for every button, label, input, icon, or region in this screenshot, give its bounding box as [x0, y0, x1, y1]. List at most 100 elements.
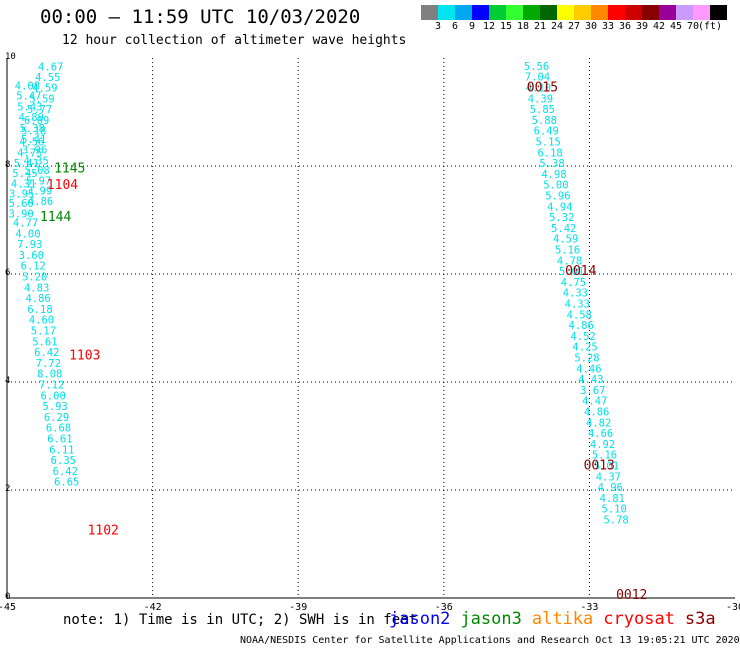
scale-label: 21: [533, 21, 547, 32]
wave-height-label: 7.04: [525, 72, 550, 84]
wave-height-label: 4.92: [590, 439, 615, 451]
wave-height-label: 5.41: [14, 158, 39, 170]
y-tick-label: 4: [5, 376, 11, 386]
scale-swatch: [608, 5, 625, 20]
wave-height-label: 4.10: [526, 82, 551, 94]
y-tick-label: 10: [5, 52, 16, 62]
scale-swatch: [659, 5, 676, 20]
color-scale: [421, 5, 727, 20]
wave-height-label: 4.86: [28, 196, 53, 208]
wave-height-label: 5.10: [602, 504, 627, 516]
footer-credit: NOAA/NESDIS Center for Satellite Applica…: [240, 635, 740, 646]
wave-height-label: 3.67: [580, 385, 605, 397]
scale-label: 12: [482, 21, 496, 32]
wave-height-label: 4.59: [553, 234, 578, 246]
wave-height-label: 5.45: [12, 168, 37, 180]
wave-height-label: 4.33: [565, 298, 590, 310]
time-labels: 1145 1104 1144 1103 1102 0015 0014 0013 0012: [40, 80, 647, 603]
wave-height-label: 3.60: [19, 250, 44, 262]
legend-item-jason3: jason3: [460, 609, 522, 629]
wave-height-label: 3.95: [9, 188, 34, 200]
wave-height-label: 5.59: [29, 93, 54, 105]
wave-height-label: 5.01: [559, 266, 584, 278]
wave-height-label: 6.00: [40, 390, 65, 402]
scale-label: 70: [686, 21, 700, 32]
wave-height-label: 4.67: [38, 61, 63, 73]
wave-height-label: 4.58: [567, 309, 592, 321]
wave-height-label: 4.56: [19, 136, 44, 148]
x-tick-label: -45: [0, 602, 17, 613]
wave-height-label: 5.77: [27, 104, 52, 116]
scale-label: (ft): [697, 21, 723, 32]
scale-swatch: [472, 5, 489, 20]
wave-height-label: 5.93: [42, 401, 67, 413]
time-label: 1103: [69, 348, 100, 363]
wave-height-label: 5.38: [20, 123, 45, 135]
wave-height-label: 7.93: [17, 239, 42, 251]
scale-label: 36: [618, 21, 632, 32]
scale-swatch: [676, 5, 693, 20]
wave-height-label: 5.28: [574, 352, 599, 364]
x-tick-label: -33: [580, 602, 599, 613]
wave-height-label: 6.11: [49, 444, 74, 456]
y-tick-label: 8: [5, 160, 11, 170]
wave-height-label: 4.52: [570, 331, 595, 343]
wave-height-label: 5.41: [21, 134, 46, 146]
legend-item-altika: altika: [531, 609, 594, 629]
wave-height-label: 4.86: [584, 406, 609, 418]
wave-height-label: 4.75: [561, 277, 586, 289]
scale-label: 30: [584, 21, 598, 32]
wave-height-label: 7.12: [39, 379, 64, 391]
wave-height-label: 4.75: [17, 147, 42, 159]
wave-height-label: 4.89: [19, 112, 44, 124]
wave-height-label: 4.08: [15, 80, 40, 92]
wave-height-labels: 4.674.554.595.595.776.695.184.564.755.41…: [8, 61, 628, 527]
scale-label: 42: [652, 21, 666, 32]
scale-swatch: [574, 5, 591, 20]
scale-swatch: [625, 5, 642, 20]
wave-height-label: 5.61: [32, 336, 57, 348]
wave-height-label: 4.83: [24, 282, 49, 294]
scale-label: 9: [468, 21, 476, 32]
scale-label: 18: [516, 21, 530, 32]
wave-height-label: 5.16: [555, 244, 580, 256]
wave-height-label: 5.00: [543, 180, 568, 192]
legend-item-jason2: jason2: [389, 609, 451, 629]
time-label: 1144: [40, 210, 71, 225]
wave-height-label: 6.42: [34, 347, 59, 359]
wave-height-label: 5.43: [17, 101, 42, 113]
x-tick-label: -36: [434, 602, 453, 613]
page-title: 00:00 – 11:59 UTC 10/03/2020: [40, 6, 361, 28]
wave-height-label: 4.96: [598, 482, 623, 494]
x-tick-label: -39: [289, 602, 308, 613]
wave-height-label: 5.97: [26, 175, 51, 187]
scale-label: 27: [567, 21, 581, 32]
scale-swatch: [523, 5, 540, 20]
wave-height-label: 5.47: [16, 91, 41, 103]
wave-height-label: 5.01: [594, 460, 619, 472]
wave-height-label: 6.69: [24, 115, 49, 127]
wave-height-label: 6.18: [27, 304, 52, 316]
wave-height-label: 4.31: [11, 179, 36, 191]
wave-height-label: 5.96: [545, 190, 570, 202]
legend-item-s3a: s3a: [684, 609, 716, 629]
wave-height-label: 5.42: [551, 223, 576, 235]
scale-label: 33: [601, 21, 615, 32]
scale-label: 24: [550, 21, 564, 32]
wave-height-label: 4.60: [29, 315, 54, 327]
wave-height-label: 5.17: [31, 325, 56, 337]
scale-swatch: [642, 5, 659, 20]
wave-height-label: 5.32: [549, 212, 574, 224]
wave-height-label: 5.78: [603, 514, 628, 526]
wave-height-label: 4.82: [586, 417, 611, 429]
wave-height-label: 4.66: [588, 428, 613, 440]
wave-height-label: 6.42: [53, 466, 78, 478]
time-label: 0014: [565, 264, 596, 279]
wave-height-label: 4.77: [13, 217, 38, 229]
wave-height-label: 7.72: [36, 358, 61, 370]
wave-height-label: 5.38: [539, 158, 564, 170]
page-subtitle: 12 hour collection of altimeter wave hei…: [62, 33, 407, 48]
y-tick-label: 6: [5, 268, 11, 278]
x-tick-label: -42: [143, 602, 162, 613]
